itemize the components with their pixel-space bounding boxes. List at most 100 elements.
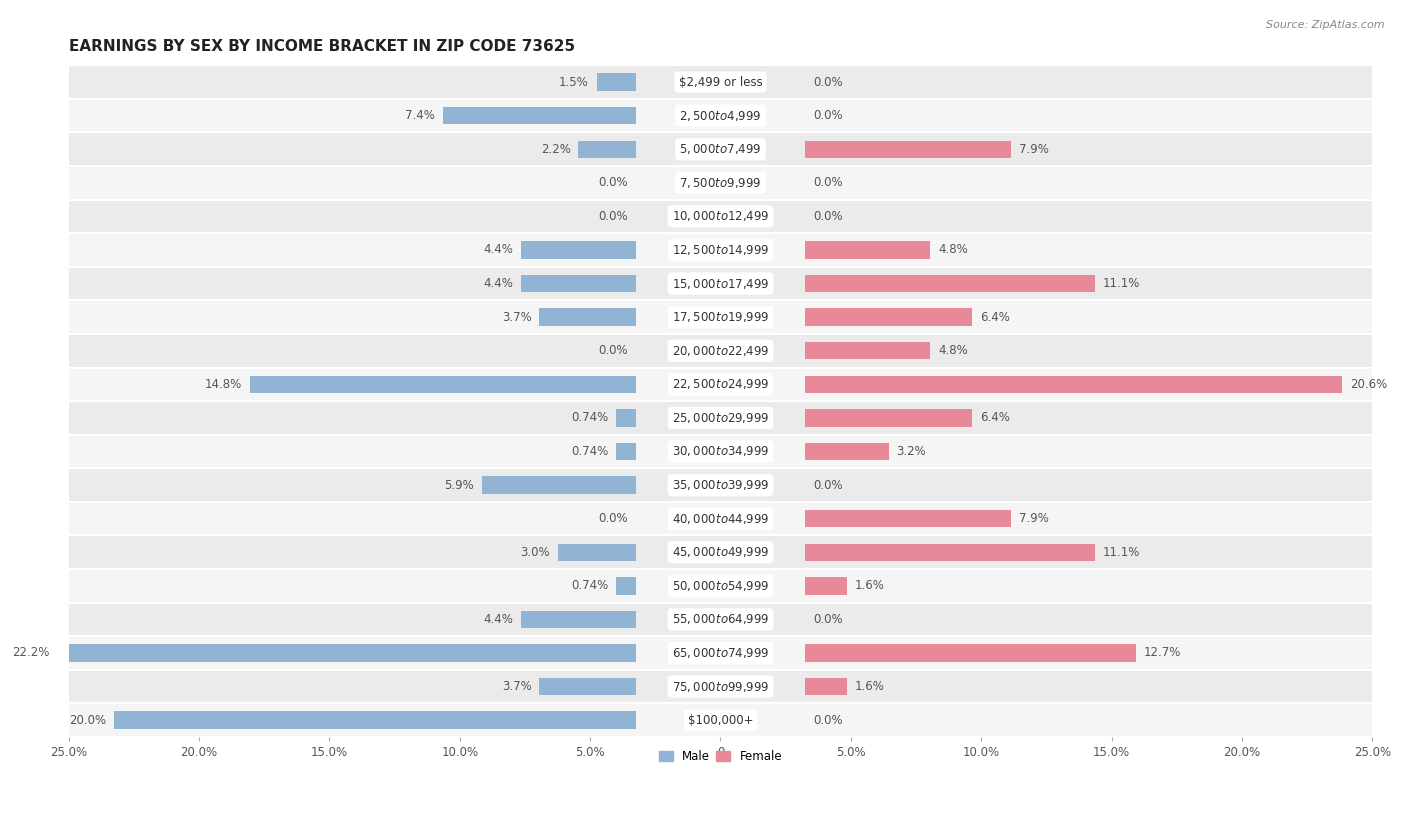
Text: 0.0%: 0.0% <box>813 210 842 223</box>
Bar <box>806 409 972 427</box>
Bar <box>806 275 1095 293</box>
Text: 7.9%: 7.9% <box>1019 143 1049 156</box>
Text: $100,000+: $100,000+ <box>688 714 754 727</box>
Bar <box>596 73 636 91</box>
Bar <box>806 510 1011 528</box>
Bar <box>806 241 931 259</box>
Bar <box>69 536 1372 569</box>
Text: 0.0%: 0.0% <box>813 714 842 727</box>
Legend: Male, Female: Male, Female <box>654 746 787 768</box>
Bar <box>806 308 972 326</box>
Text: 7.9%: 7.9% <box>1019 512 1049 525</box>
Text: $65,000 to $74,999: $65,000 to $74,999 <box>672 646 769 660</box>
Bar <box>114 711 636 729</box>
Text: 0.74%: 0.74% <box>571 411 609 424</box>
Bar <box>69 300 1372 334</box>
Text: 4.8%: 4.8% <box>938 243 967 256</box>
Text: 3.0%: 3.0% <box>520 546 550 559</box>
Text: $50,000 to $54,999: $50,000 to $54,999 <box>672 579 769 593</box>
Text: $17,500 to $19,999: $17,500 to $19,999 <box>672 310 769 324</box>
Bar <box>806 678 846 695</box>
Text: 20.6%: 20.6% <box>1350 378 1388 391</box>
Bar <box>806 443 889 460</box>
Text: 14.8%: 14.8% <box>205 378 242 391</box>
Text: 0.0%: 0.0% <box>813 109 842 122</box>
Text: 1.6%: 1.6% <box>855 580 884 593</box>
Text: $2,500 to $4,999: $2,500 to $4,999 <box>679 109 762 123</box>
Bar <box>69 401 1372 435</box>
Bar <box>69 233 1372 267</box>
Bar <box>616 443 636 460</box>
Text: $10,000 to $12,499: $10,000 to $12,499 <box>672 210 769 224</box>
Text: 0.0%: 0.0% <box>599 176 628 189</box>
Bar <box>69 703 1372 737</box>
Text: 0.0%: 0.0% <box>599 512 628 525</box>
Bar <box>69 367 1372 401</box>
Bar <box>69 670 1372 703</box>
Text: 11.1%: 11.1% <box>1102 277 1140 290</box>
Bar <box>69 166 1372 200</box>
Text: 2.2%: 2.2% <box>541 143 571 156</box>
Bar <box>522 275 636 293</box>
Text: 6.4%: 6.4% <box>980 411 1010 424</box>
Bar <box>69 569 1372 602</box>
Bar <box>69 334 1372 367</box>
Text: 1.5%: 1.5% <box>560 76 589 89</box>
Bar <box>69 133 1372 166</box>
Bar <box>616 409 636 427</box>
Text: 4.8%: 4.8% <box>938 344 967 357</box>
Text: 6.4%: 6.4% <box>980 311 1010 324</box>
Text: $40,000 to $44,999: $40,000 to $44,999 <box>672 511 769 526</box>
Bar <box>558 544 636 561</box>
Bar <box>806 141 1011 158</box>
Text: 0.0%: 0.0% <box>599 210 628 223</box>
Text: $7,500 to $9,999: $7,500 to $9,999 <box>679 176 762 189</box>
Bar <box>522 241 636 259</box>
Text: EARNINGS BY SEX BY INCOME BRACKET IN ZIP CODE 73625: EARNINGS BY SEX BY INCOME BRACKET IN ZIP… <box>69 39 575 54</box>
Bar <box>540 308 636 326</box>
Text: $20,000 to $22,499: $20,000 to $22,499 <box>672 344 769 358</box>
Text: 4.4%: 4.4% <box>484 277 513 290</box>
Bar <box>443 107 636 124</box>
Text: 4.4%: 4.4% <box>484 613 513 626</box>
Bar <box>250 376 636 393</box>
Text: 0.0%: 0.0% <box>813 479 842 492</box>
Bar <box>806 577 846 594</box>
Text: 4.4%: 4.4% <box>484 243 513 256</box>
Bar <box>806 644 1136 662</box>
Text: 7.4%: 7.4% <box>405 109 434 122</box>
Bar <box>58 644 636 662</box>
Bar <box>616 577 636 594</box>
Bar <box>540 678 636 695</box>
Text: $2,499 or less: $2,499 or less <box>679 76 762 89</box>
Bar <box>69 435 1372 468</box>
Bar <box>69 602 1372 637</box>
Bar <box>69 65 1372 99</box>
Text: $5,000 to $7,499: $5,000 to $7,499 <box>679 142 762 156</box>
Bar <box>806 342 931 359</box>
Text: $25,000 to $29,999: $25,000 to $29,999 <box>672 411 769 425</box>
Text: $15,000 to $17,499: $15,000 to $17,499 <box>672 276 769 290</box>
Text: 1.6%: 1.6% <box>855 680 884 693</box>
Text: 0.74%: 0.74% <box>571 445 609 458</box>
Text: $22,500 to $24,999: $22,500 to $24,999 <box>672 377 769 391</box>
Text: 12.7%: 12.7% <box>1144 646 1181 659</box>
Text: $45,000 to $49,999: $45,000 to $49,999 <box>672 546 769 559</box>
Text: 11.1%: 11.1% <box>1102 546 1140 559</box>
Text: 3.7%: 3.7% <box>502 311 531 324</box>
Text: 22.2%: 22.2% <box>11 646 49 659</box>
Text: 0.0%: 0.0% <box>813 613 842 626</box>
Text: 20.0%: 20.0% <box>69 714 107 727</box>
Text: $12,500 to $14,999: $12,500 to $14,999 <box>672 243 769 257</box>
Text: 3.7%: 3.7% <box>502 680 531 693</box>
Text: 0.74%: 0.74% <box>571 580 609 593</box>
Bar <box>806 544 1095 561</box>
Bar <box>578 141 636 158</box>
Text: 0.0%: 0.0% <box>813 176 842 189</box>
Text: 5.9%: 5.9% <box>444 479 474 492</box>
Text: 0.0%: 0.0% <box>813 76 842 89</box>
Bar <box>69 99 1372 133</box>
Text: 3.2%: 3.2% <box>897 445 927 458</box>
Bar <box>482 476 636 493</box>
Text: $75,000 to $99,999: $75,000 to $99,999 <box>672 680 769 693</box>
